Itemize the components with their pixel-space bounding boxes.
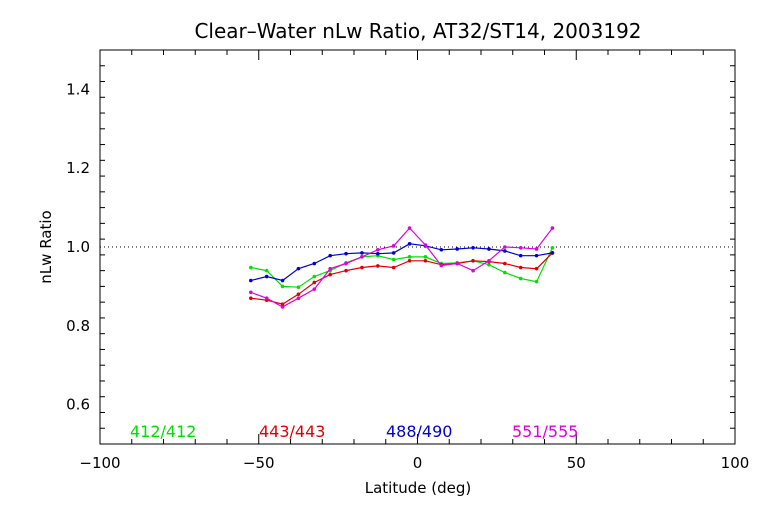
chart-title: Clear–Water nLw Ratio, AT32/ST14, 200319…	[194, 19, 641, 43]
series-point-1	[503, 261, 507, 266]
series-point-3	[518, 245, 523, 250]
series-point-3	[249, 290, 253, 295]
legend-entry-2: 488/490	[386, 422, 452, 441]
series-point-0	[407, 255, 412, 259]
series-line-2	[250, 243, 553, 282]
series-point-0	[550, 245, 555, 250]
series-point-3	[439, 263, 444, 268]
series-point-0	[518, 276, 523, 281]
series-point-0	[503, 270, 507, 275]
series-line-0	[250, 247, 553, 288]
series-point-2	[455, 247, 459, 251]
series-line-1	[250, 252, 553, 305]
series-point-1	[423, 258, 428, 263]
series-point-2	[280, 278, 285, 283]
series-point-2	[534, 253, 539, 258]
series-point-3	[280, 305, 285, 309]
series-point-3	[328, 266, 332, 271]
series-point-0	[249, 265, 253, 270]
y-tick-label: 1.2	[66, 159, 90, 177]
y-tick-label: 0.8	[66, 317, 90, 335]
series-point-2	[518, 253, 523, 258]
series-point-2	[391, 251, 396, 255]
series-point-3	[487, 258, 491, 263]
series-point-1	[376, 264, 380, 268]
series-point-0	[487, 262, 491, 267]
series-point-0	[423, 255, 428, 259]
series-point-3	[407, 226, 412, 230]
series-point-1	[328, 272, 332, 277]
x-tick-labels: −100 −50 0 50 100	[79, 454, 749, 472]
series-point-1	[407, 258, 412, 263]
series-point-1	[391, 265, 396, 270]
series-point-3	[376, 247, 380, 252]
x-tick-label: 50	[567, 454, 586, 472]
series-point-1	[280, 302, 285, 306]
series-point-2	[360, 251, 364, 255]
legend-entry-1: 443/443	[259, 422, 325, 441]
series-point-2	[249, 278, 253, 283]
series-point-3	[534, 247, 539, 251]
series-point-2	[439, 247, 444, 252]
series-point-1	[344, 268, 348, 273]
series-point-2	[344, 251, 348, 256]
x-tick-label: 0	[413, 454, 423, 472]
series-point-3	[391, 244, 396, 248]
y-axis-label: nLw Ratio	[37, 210, 55, 283]
series-point-2	[328, 253, 332, 258]
series-point-2	[487, 247, 491, 251]
series-line-3	[250, 227, 553, 308]
series-point-1	[518, 265, 523, 270]
y-tick-label: 1.4	[66, 80, 90, 98]
series-point-3	[471, 268, 475, 273]
plot-frame	[99, 49, 736, 445]
series-point-3	[344, 261, 348, 266]
series-point-3	[423, 243, 428, 247]
y-tick-label: 0.6	[66, 396, 90, 414]
series-point-0	[534, 279, 539, 284]
series-point-3	[503, 245, 507, 249]
series-point-2	[503, 249, 507, 253]
y-tick-label: 1.0	[66, 238, 90, 256]
series-point-3	[360, 255, 364, 259]
series-point-2	[376, 251, 380, 256]
series-point-1	[471, 258, 475, 263]
x-tick-label: −100	[79, 454, 120, 472]
series-point-0	[280, 284, 285, 289]
x-axis-label: Latitude (deg)	[365, 479, 471, 497]
legend-entry-0: 412/412	[130, 422, 196, 441]
series-point-0	[312, 274, 317, 279]
legend: 412/412 443/443 488/490 551/555	[130, 422, 578, 441]
series-point-2	[407, 242, 412, 246]
series-point-2	[264, 274, 269, 279]
x-tick-label: −50	[243, 454, 275, 472]
series-point-2	[550, 251, 555, 255]
y-tick-labels: 0.6 0.8 1.0 1.2 1.4	[66, 80, 90, 413]
series-point-0	[391, 257, 396, 262]
axis-ticks	[99, 49, 736, 445]
series-point-0	[264, 268, 269, 273]
x-tick-label: 100	[721, 454, 750, 472]
series-point-3	[455, 261, 459, 266]
series-point-2	[296, 266, 301, 271]
series-group	[249, 226, 555, 309]
series-point-1	[360, 265, 364, 270]
series-point-1	[249, 296, 253, 301]
series-point-2	[312, 261, 317, 266]
series-point-3	[296, 296, 301, 301]
legend-entry-3: 551/555	[512, 422, 578, 441]
series-point-1	[296, 292, 301, 297]
series-point-1	[534, 266, 539, 271]
series-point-1	[312, 280, 317, 285]
series-point-3	[264, 296, 269, 301]
series-point-2	[471, 245, 475, 250]
series-point-3	[312, 287, 317, 291]
series-point-3	[550, 226, 555, 230]
series-point-0	[296, 285, 301, 289]
